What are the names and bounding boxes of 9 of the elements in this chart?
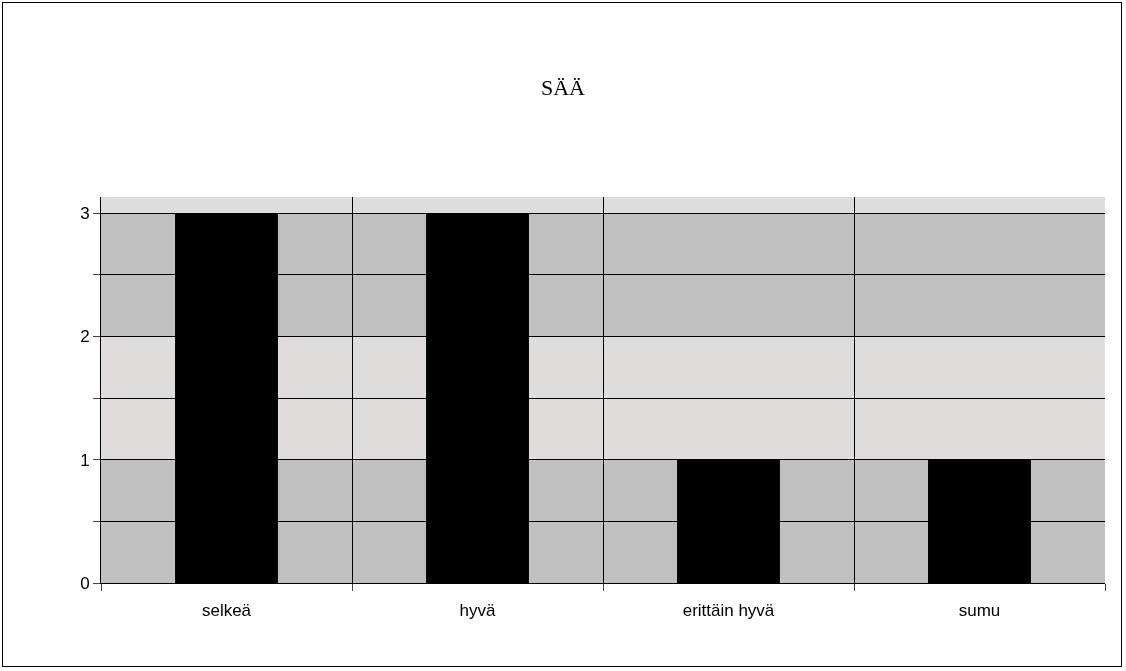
- y-tick-label: 3: [80, 203, 90, 223]
- x-tick-label: sumu: [958, 601, 1001, 621]
- y-tick-label: 0: [80, 573, 90, 593]
- y-tick-label: 1: [80, 450, 90, 470]
- chart-title: SÄÄ: [540, 74, 586, 100]
- x-tick-label: selkeä: [201, 601, 252, 621]
- x-tick-label: erittäin hyvä: [682, 601, 775, 621]
- x-tick-label: hyvä: [459, 601, 496, 621]
- y-tick-label: 2: [80, 327, 90, 347]
